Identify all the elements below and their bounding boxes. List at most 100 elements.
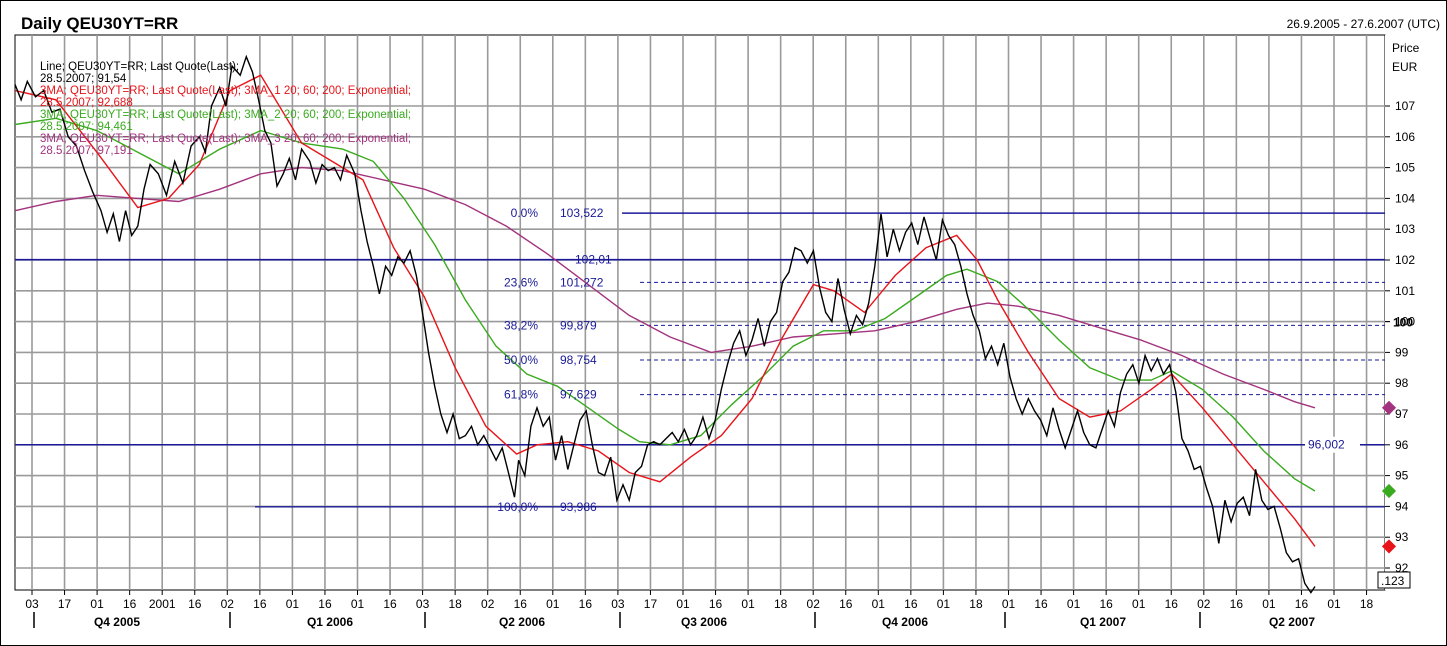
x-tick-label: 16 [318, 597, 332, 611]
x-tick-label: 01 [1002, 597, 1016, 611]
x-tick-label: 18 [774, 597, 788, 611]
x-tick-label: 01 [937, 597, 951, 611]
x-tick-label: 16 [579, 597, 593, 611]
y-axis-label: Price [1392, 41, 1420, 55]
fib-value-label: 101,272 [560, 275, 604, 289]
x-tick-label: 01 [1067, 597, 1081, 611]
x-tick-label: 01 [741, 597, 755, 611]
end-marker-3MA_3 [1381, 400, 1397, 415]
fib-value-label: 93,986 [560, 500, 597, 514]
x-tick-label: 01 [676, 597, 690, 611]
x-tick-label: 01 [872, 597, 886, 611]
y-tick-label: 104 [1395, 191, 1415, 205]
level-label-bg [1305, 436, 1360, 453]
fib-pct-label: 50,0% [504, 353, 538, 367]
x-tick-label: 16 [839, 597, 853, 611]
x-tick-label: 01 [546, 597, 560, 611]
y-tick-label: 100 [1393, 316, 1413, 330]
plot-area [14, 34, 1386, 591]
series-line-3MA_2 [14, 117, 1316, 492]
x-tick-label: 01 [286, 597, 300, 611]
series-line-Line [14, 54, 1316, 594]
last-value-box [1377, 571, 1411, 589]
legend-entry: 3MA; QEU30YT=RR; Last Quote(Last); 3MA_2… [40, 109, 411, 121]
legend-entry: 3MA; QEU30YT=RR; Last Quote(Last); 3MA_1… [40, 85, 411, 97]
y-tick-label: 102 [1395, 253, 1415, 267]
x-tick-label: 03 [25, 597, 39, 611]
y-tick-label: 100 [1395, 315, 1415, 329]
x-tick-label: 16 [1295, 597, 1309, 611]
fib-pct-label: 38,2% [504, 318, 538, 332]
x-tick-label: 18 [1360, 597, 1374, 611]
x-axis-ticks: 03 17 01 16 2001 16 02 16 01 16 01 16 03 18 02 16 01 16 03… [25, 590, 1374, 629]
last-value-label: .123 [1381, 574, 1405, 588]
x-tick-label: 16 [253, 597, 267, 611]
y-tick-label: 98 [1395, 376, 1409, 390]
y-axis-ticks: 1071061051041031021011009998979695949392… [1385, 99, 1415, 575]
quarter-label: Q1 2007 [1080, 615, 1126, 629]
fib-pct-label: 61,8% [504, 388, 538, 402]
y-tick-label: 96 [1395, 438, 1409, 452]
legend-entry-value: 28.5.2007; 92,688 [40, 97, 133, 109]
legend: Line; QEU30YT=RR; Last Quote(Last); 28.5.… [40, 61, 411, 157]
y-tick-label: 101 [1395, 284, 1415, 298]
x-tick-label: 16 [1034, 597, 1048, 611]
y-tick-label: 107 [1395, 99, 1415, 113]
x-tick-label: 17 [58, 597, 72, 611]
x-tick-label: 03 [416, 597, 430, 611]
quarter-label: Q1 2006 [307, 615, 353, 629]
x-tick-label: 17 [644, 597, 658, 611]
legend-entry: Line; QEU30YT=RR; Last Quote(Last); [40, 61, 239, 73]
fib-value-label: 99,879 [560, 318, 597, 332]
date-range: 26.9.2005 - 27.6.2007 (UTC) [1286, 17, 1440, 31]
x-tick-label: 2001 [149, 597, 176, 611]
x-tick-label: 16 [383, 597, 397, 611]
fib-value-label: 103,522 [560, 206, 604, 220]
x-tick-label: 16 [1230, 597, 1244, 611]
fib-pct-label: 0.0% [511, 206, 539, 220]
x-tick-label: 02 [481, 597, 495, 611]
y-axis-panel [1385, 35, 1445, 590]
x-tick-label: 18 [969, 597, 983, 611]
y-tick-label: 94 [1395, 499, 1409, 513]
x-tick-label: 02 [1197, 597, 1211, 611]
x-tick-label: 01 [90, 597, 104, 611]
series-lines [14, 54, 1316, 594]
quarter-label: Q4 2005 [94, 615, 140, 629]
x-tick-label: 18 [448, 597, 462, 611]
series-line-3MA_1 [14, 74, 1316, 547]
quarter-label: Q3 2006 [681, 615, 727, 629]
fib-pct-label: 23,6% [504, 275, 538, 289]
x-tick-label: 16 [1099, 597, 1113, 611]
x-tick-label: 02 [221, 597, 235, 611]
x-tick-label: 16 [1165, 597, 1179, 611]
quarter-label: Q4 2006 [882, 615, 928, 629]
x-tick-label: 01 [351, 597, 365, 611]
x-tick-label: 16 [188, 597, 202, 611]
level-label: 96,002 [1308, 438, 1345, 452]
chart-title: Daily QEU30YT=RR [21, 14, 179, 33]
legend-entry-value: 28.5.2007; 97,191 [40, 145, 133, 157]
y-tick-label: 105 [1395, 161, 1415, 175]
x-tick-label: 16 [514, 597, 528, 611]
y-tick-label: 99 [1395, 345, 1409, 359]
y-tick-label: 97 [1395, 407, 1409, 421]
legend-entry-value: 28.5.2007; 94,461 [40, 121, 133, 133]
series-end-markers [1381, 400, 1397, 554]
x-tick-label: 02 [807, 597, 821, 611]
y-tick-label: 103 [1395, 222, 1415, 236]
y-tick-label: 106 [1395, 130, 1415, 144]
fib-labels: 0.0% 103,522 23,6% 101,272 38,2% 99,879 50,0% 9… [497, 206, 1360, 514]
x-tick-label: 01 [1327, 597, 1341, 611]
y-tick-label: 95 [1395, 469, 1409, 483]
level-label: 102,01 [575, 253, 612, 267]
series-line-3MA_3 [14, 166, 1316, 409]
end-marker-3MA_1 [1381, 539, 1397, 554]
fib-pct-label: 100,0% [497, 500, 538, 514]
x-tick-label: 16 [123, 597, 137, 611]
end-marker-3MA_2 [1381, 483, 1397, 499]
x-tick-label: 16 [904, 597, 918, 611]
fib-value-label: 98,754 [560, 353, 597, 367]
y-axis-unit: EUR [1392, 60, 1418, 74]
